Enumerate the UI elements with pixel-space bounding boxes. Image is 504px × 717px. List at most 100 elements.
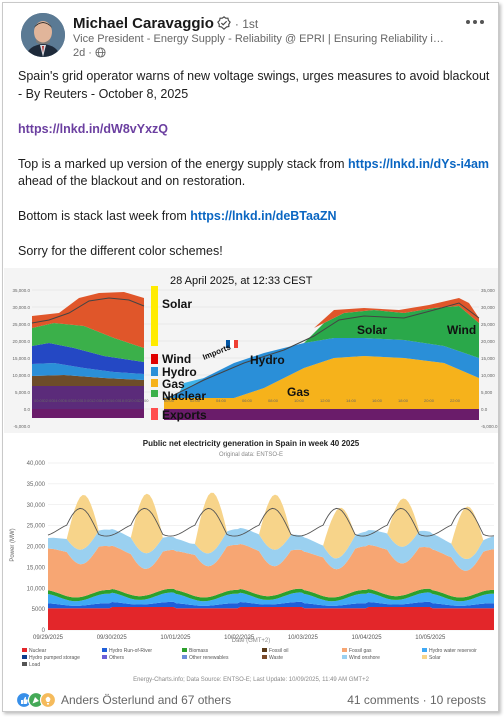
verified-icon [217,16,231,30]
post-time: 2d · [73,47,106,59]
label-nuclear-left: Nuclear [162,389,206,403]
y-tick-label: -5,000.0 [13,424,30,429]
legend-swatch [22,662,27,666]
x-tick-label: 00:00 [34,398,45,403]
y-tick-label: 0.0 [481,407,488,412]
label-wind-left: Wind [162,352,191,366]
pre-blackout-stack [31,292,145,418]
x-tick-label: 20:00 [129,398,140,403]
label-wind-right: Wind [447,323,476,337]
x-tick-label: 09/29/2025 [33,635,64,641]
legend-label: Fossil oil [269,648,288,654]
social-counts: Anders Österlund and 67 others 41 commen… [3,687,498,711]
comments-count[interactable]: 41 comments [347,693,420,707]
author-avatar[interactable] [21,13,65,57]
stack-area [48,601,494,609]
text-fragment: Top is a marked up version of the energy… [18,156,349,171]
legend-label: Waste [269,655,283,661]
y-tick-label: 10,000.0 [12,373,30,378]
label-gas-mid: Gas [287,385,310,399]
legend-swatch [422,655,427,659]
label-hydro-left: Hydro [162,365,197,379]
post-paragraph: Top is a marked up version of the energy… [18,156,492,191]
x-tick-label: 14:00 [346,398,357,403]
legend-label: Load [29,662,40,668]
x-axis-ticks: 00:00 02:00 04:00 06:00 08:00 10:00 12:00 14:00… [34,398,461,403]
y-tick-label: 40,000 [27,461,46,467]
bottom-source: Energy-Charts.info; Data Source: ENTSO-E… [133,677,370,683]
solar-marker [151,286,158,346]
text-fragment: Bottom is stack last week from [18,209,191,223]
legend-label: Others [109,655,125,661]
gas-marker [151,379,158,387]
text-fragment: ahead of the blackout and on restoration… [18,174,246,188]
x-tick-label: 06:00 [63,398,74,403]
x-tick-label: 10/02/2025 [224,635,255,641]
x-tick-label: 20:00 [424,398,435,403]
reposts-count[interactable]: 10 reposts [429,693,486,707]
y-tick-label: 35,000 [27,482,46,488]
label-gas-left: Gas [162,377,185,391]
stack-area [48,492,494,559]
top-stack-image[interactable]: 35,000.0 30,000.0 25,000.0 20,000.0 15,000.0… [4,268,498,433]
legend-swatch [182,655,187,659]
legend-swatch [262,648,267,652]
y-tick-label: 10,000 [481,373,495,378]
y-axis-right: 35,000 30,000 25,000 20,000 15,000 10,000 5,00… [481,288,498,429]
reaction-icons[interactable] [15,691,59,709]
y-tick-label: 0 [42,628,46,634]
legend-label: Biomass [189,648,209,654]
y-axis-left: 35,000.0 30,000.0 25,000.0 20,000.0 15,000.0… [12,288,30,429]
legend-label: Hydro water reservoir [429,648,477,654]
legend-label: Nuclear [29,648,47,654]
source-link-2[interactable]: https://lnkd.in/deBTaaZN [190,209,337,223]
y-tick-label: 15,000 [481,356,495,361]
bottom-x-axis: 09/29/2025 09/30/2025 10/01/2025 10/02/2025… [33,635,446,641]
legend-swatch [342,655,347,659]
globe-icon [95,47,106,58]
x-tick-label: 09/30/2025 [97,635,128,641]
y-tick-label: 0.0 [24,407,31,412]
y-tick-label: 20,000.0 [12,339,30,344]
stack-area [48,592,494,606]
stack-area [48,544,494,598]
article-link[interactable]: https://lnkd.in/dW8vYxzQ [18,121,169,136]
legend-label: Fossil gas [349,648,372,654]
stack-area [48,588,494,602]
post-time-text: 2d · [73,47,92,59]
more-options-icon[interactable] [464,15,486,29]
x-tick-label: 12:00 [320,398,331,403]
linkedin-post: Michael Caravaggio · 1st Vice President -… [2,2,499,712]
legend-swatch [262,655,267,659]
source-link-1[interactable]: https://lnkd.in/dYs-i4am [348,156,490,171]
x-tick-label: 10/03/2025 [288,635,319,641]
legend-label: Hydro pumped storage [29,655,80,661]
avatar-photo [21,13,65,57]
author-name[interactable]: Michael Caravaggio [73,15,214,32]
top-stack-chart: 35,000.0 30,000.0 25,000.0 20,000.0 15,000.0… [4,268,498,433]
hydro-marker [151,367,158,376]
bottom-stack-areas [47,492,495,630]
y-tick-label: 15,000 [27,565,46,571]
bottom-chart-subtitle: Original data: ENTSO-E [219,452,283,458]
x-tick-label: 02:00 [44,398,55,403]
y-tick-label: 25,000 [27,524,46,530]
y-tick-label: 25,000 [481,322,495,327]
nuclear-marker [151,390,158,397]
x-tick-label: 16:00 [110,398,121,403]
label-solar-left: Solar [162,297,192,311]
bottom-y-label: Power (MW) [10,528,16,561]
post-paragraph: Bottom is stack last week from https://l… [18,208,492,226]
bottom-stack-chart: Public net electricity generation in Spa… [4,435,498,685]
x-tick-label: 22:00 [139,398,150,403]
reactions-count[interactable]: Anders Österlund and 67 others [61,693,232,707]
y-tick-label: 20,000 [481,339,495,344]
post-paragraph: Sorry for the different color schemes! [18,244,223,258]
legend-label: Solar [429,655,441,661]
x-tick-label: 10/05/2025 [415,635,446,641]
legend-swatch [102,648,107,652]
y-tick-label: 30,000.0 [12,305,30,310]
bottom-stack-image[interactable]: Public net electricity generation in Spa… [4,435,498,685]
bottom-x-label: Date (GMT+2) [232,638,271,644]
x-tick-label: 10:00 [82,398,93,403]
